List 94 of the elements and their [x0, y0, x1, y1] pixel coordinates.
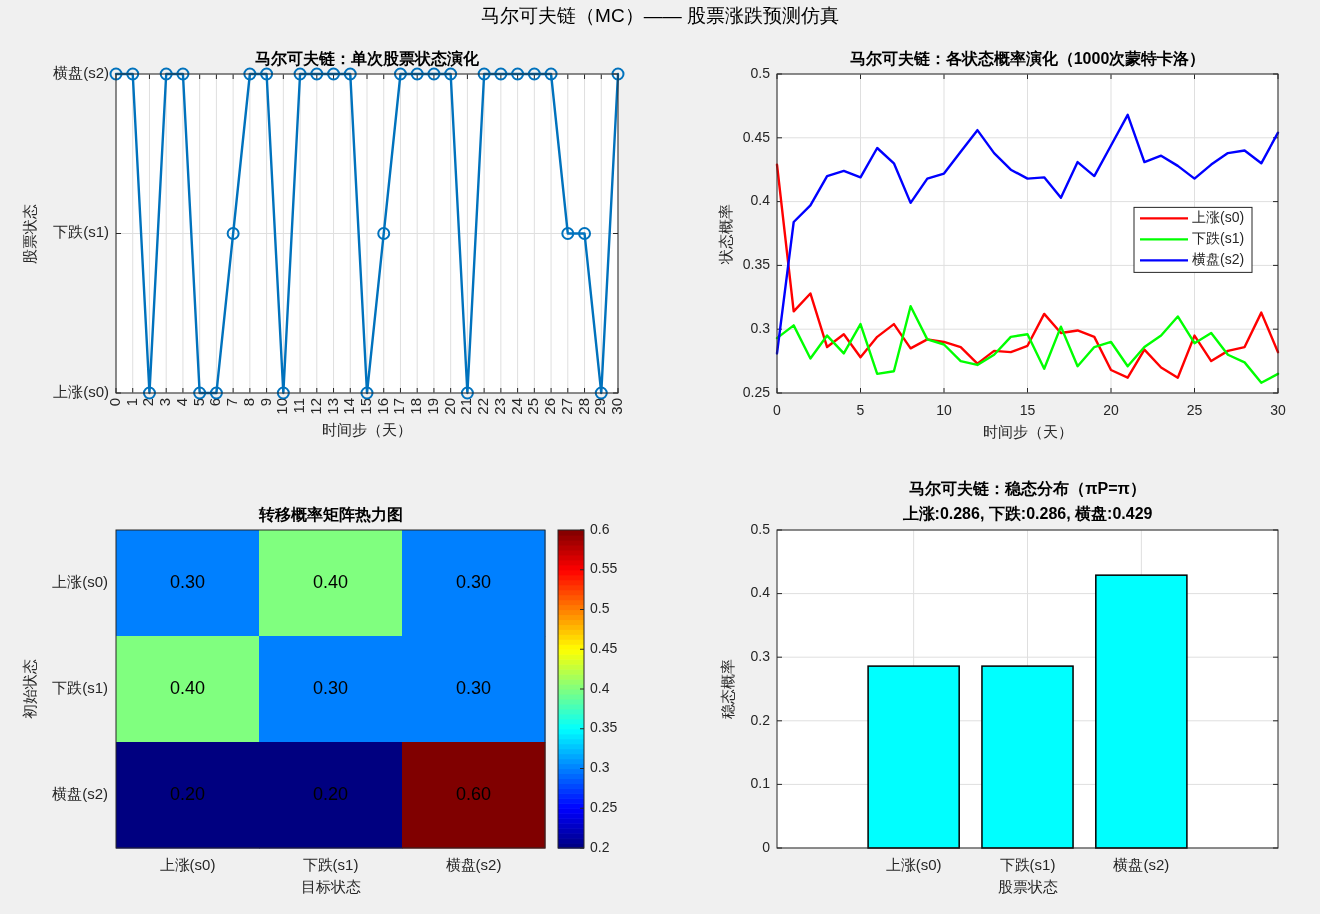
- y-axis-title: 初始状态: [20, 659, 38, 719]
- y-tick-label: 横盘(s2): [52, 784, 108, 802]
- data-label: 0.40: [312, 571, 349, 592]
- x-tick-label: 20: [1103, 401, 1119, 418]
- color-bar-label: 0.2: [590, 838, 610, 855]
- y-tick-label: 0.35: [742, 256, 771, 273]
- x-tick-label: 15: [356, 398, 374, 415]
- y-tick-label: 0.3: [750, 319, 771, 336]
- x-tick-label: 23: [490, 398, 508, 415]
- x-tick-label: 11: [290, 398, 308, 414]
- x-tick-label: 13: [323, 398, 341, 415]
- x-tick-label: 27: [557, 398, 575, 415]
- x-axis-title: 股票状态: [997, 877, 1058, 895]
- data-label: 0.60: [455, 783, 492, 804]
- x-tick-label: 19: [423, 398, 441, 415]
- data-label: 0.20: [169, 783, 206, 804]
- x-tick-label: 30: [1270, 401, 1286, 418]
- x-tick-label: 3: [156, 398, 174, 407]
- x-tick-label: 18: [407, 398, 425, 415]
- y-tick-label: 0.45: [742, 128, 771, 145]
- y-tick-label: 0.1: [750, 775, 771, 792]
- color-bar-label: 0.6: [590, 520, 610, 537]
- data-label: 0.20: [312, 783, 349, 804]
- x-tick-label: 20: [440, 398, 458, 415]
- legend-label: 下跌(s1): [1192, 230, 1245, 247]
- color-bar-label: 0.35: [590, 719, 618, 736]
- data-label: 0.30: [169, 571, 206, 592]
- x-tick-label: 24: [507, 398, 525, 415]
- color-bar-label: 0.25: [590, 798, 618, 815]
- y-tick-label: 0.4: [750, 192, 771, 209]
- x-tick-label: 4: [172, 398, 190, 407]
- color-bar-label: 0.3: [590, 759, 610, 776]
- x-axis-title: 目标状态: [300, 877, 361, 895]
- y-tick-label: 0.2: [750, 711, 771, 728]
- x-tick-label: 上涨(s0): [159, 855, 216, 873]
- y-tick-label: 0.4: [750, 584, 771, 601]
- x-tick-label: 5: [856, 401, 865, 418]
- colorbar: 0.2 0.25 0.3 0.35 0.4 0.45 0.5 0.55 0.6: [557, 520, 618, 855]
- x-tick-label: 下跌(s1): [302, 855, 359, 873]
- x-tick-label: 10: [936, 401, 952, 418]
- chart-title: 马尔可夫链：单次股票状态演化: [255, 50, 480, 68]
- x-tick-label: 5: [189, 398, 207, 407]
- x-tick-label: 9: [256, 398, 274, 407]
- y-tick-label: 0.5: [750, 64, 771, 81]
- y-tick-label: 上涨(s0): [52, 572, 108, 590]
- y-tick-label: 下跌(s1): [52, 678, 108, 696]
- y-tick-label: 0.3: [750, 647, 771, 664]
- x-tick-label: 14: [340, 398, 358, 415]
- data-label: 0.30: [455, 571, 492, 592]
- color-bar-label: 0.4: [590, 679, 610, 696]
- x-tick-label: 7: [223, 398, 241, 407]
- x-tick-label: 15: [1019, 401, 1036, 418]
- x-axis-title: 时间步（天）: [982, 422, 1073, 440]
- chart-title: 转移概率矩阵热力图: [257, 505, 403, 525]
- color-bar-label: 0.45: [590, 639, 618, 656]
- data-label: 0.30: [312, 677, 349, 698]
- x-tick-label: 26: [541, 398, 559, 415]
- x-tick-label: 1: [122, 398, 140, 407]
- y-axis-title: 稳态概率: [718, 659, 736, 719]
- x-tick-label: 6: [206, 398, 224, 407]
- x-tick-label: 22: [474, 398, 492, 415]
- y-axis-title: 股票状态: [20, 203, 38, 264]
- x-tick-label: 0: [773, 401, 782, 418]
- chart-title: 马尔可夫链：稳态分布（πP=π）: [909, 480, 1146, 499]
- chart-title: 马尔可夫链：各状态概率演化（1000次蒙特卡洛）: [849, 49, 1206, 69]
- y-tick-label: 0.25: [742, 383, 771, 400]
- x-tick-label: 17: [390, 398, 408, 415]
- color-bar-label: 0.55: [590, 560, 618, 577]
- x-tick-label: 25: [1186, 401, 1203, 418]
- x-tick-label: 10: [273, 398, 291, 415]
- x-tick-label: 28: [574, 398, 592, 415]
- y-tick-label: 0: [762, 838, 771, 855]
- color-bar-label: 0.5: [590, 600, 610, 617]
- x-tick-label: 横盘(s2): [1113, 855, 1170, 873]
- x-tick-label: 2: [139, 398, 157, 407]
- x-tick-label: 12: [306, 398, 324, 415]
- y-tick-label: 0.5: [750, 520, 771, 537]
- y-axis-title: 状态概率: [716, 203, 734, 265]
- chart-subtitle: 上涨:0.286, 下跌:0.286, 横盘:0.429: [901, 505, 1153, 523]
- x-tick-label: 21: [457, 398, 475, 415]
- data-label: 0.30: [455, 677, 492, 698]
- x-tick-label: 16: [373, 398, 391, 415]
- x-tick-label: 下跌(s1): [999, 855, 1056, 873]
- x-tick-label: 8: [239, 398, 257, 407]
- x-axis-title: 时间步（天）: [322, 420, 412, 438]
- x-tick-label: 上涨(s0): [885, 855, 942, 873]
- text: 马尔可夫链（MC）—— 股票涨跌预测仿真: [481, 5, 839, 27]
- data-label: 0.40: [169, 677, 206, 698]
- x-tick-label: 横盘(s2): [445, 855, 502, 873]
- x-tick-label: 30: [607, 398, 625, 415]
- legend-label: 横盘(s2): [1192, 251, 1245, 268]
- x-tick-label: 29: [591, 398, 609, 415]
- legend-label: 上涨(s0): [1192, 209, 1245, 226]
- x-tick-label: 25: [524, 398, 542, 415]
